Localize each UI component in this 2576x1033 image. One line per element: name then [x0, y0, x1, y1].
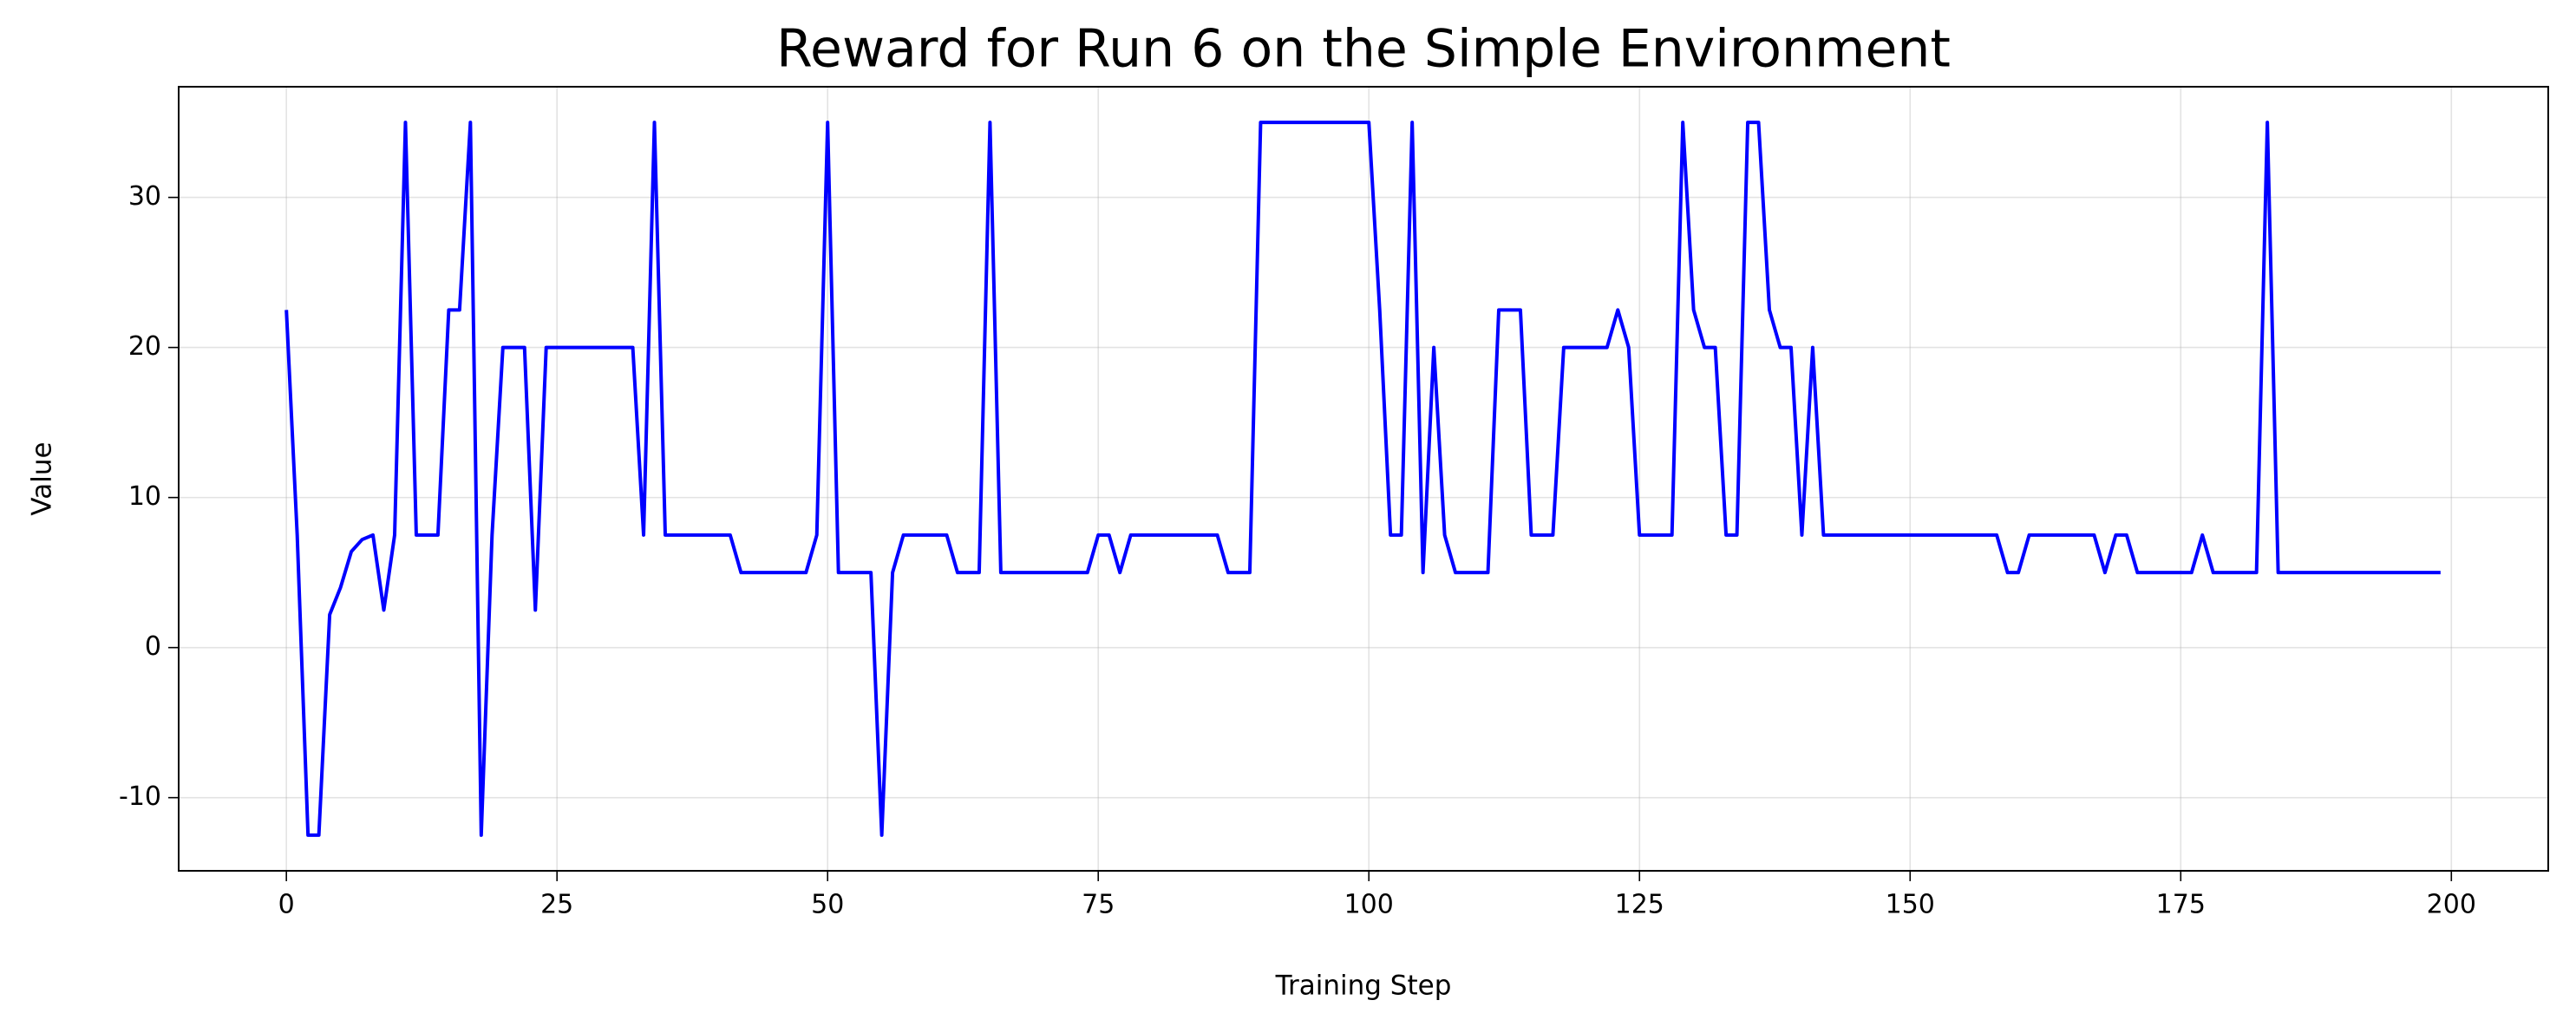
x-tick-label: 25	[540, 890, 573, 920]
x-axis-label: Training Step	[1275, 971, 1452, 1002]
x-tick-label: 50	[811, 890, 844, 920]
chart-title: Reward for Run 6 on the Simple Environme…	[776, 19, 1951, 80]
x-tick-label: 0	[278, 890, 295, 920]
x-tick-label: 125	[1615, 890, 1664, 920]
data-line	[284, 121, 2441, 837]
plot-frame	[178, 86, 2549, 872]
y-tick-label: 10	[128, 481, 161, 512]
y-tick-label: 30	[128, 181, 161, 212]
y-tick-label: 20	[128, 331, 161, 362]
x-tick-label: 175	[2156, 890, 2206, 920]
x-tick-label: 100	[1344, 890, 1394, 920]
y-tick-label: -10	[119, 781, 161, 812]
x-tick-label: 150	[1886, 890, 1935, 920]
x-tick-label: 200	[2427, 890, 2476, 920]
x-tick-label: 75	[1082, 890, 1115, 920]
y-axis-label: Value	[27, 441, 58, 515]
y-tick-label: 0	[145, 631, 161, 662]
